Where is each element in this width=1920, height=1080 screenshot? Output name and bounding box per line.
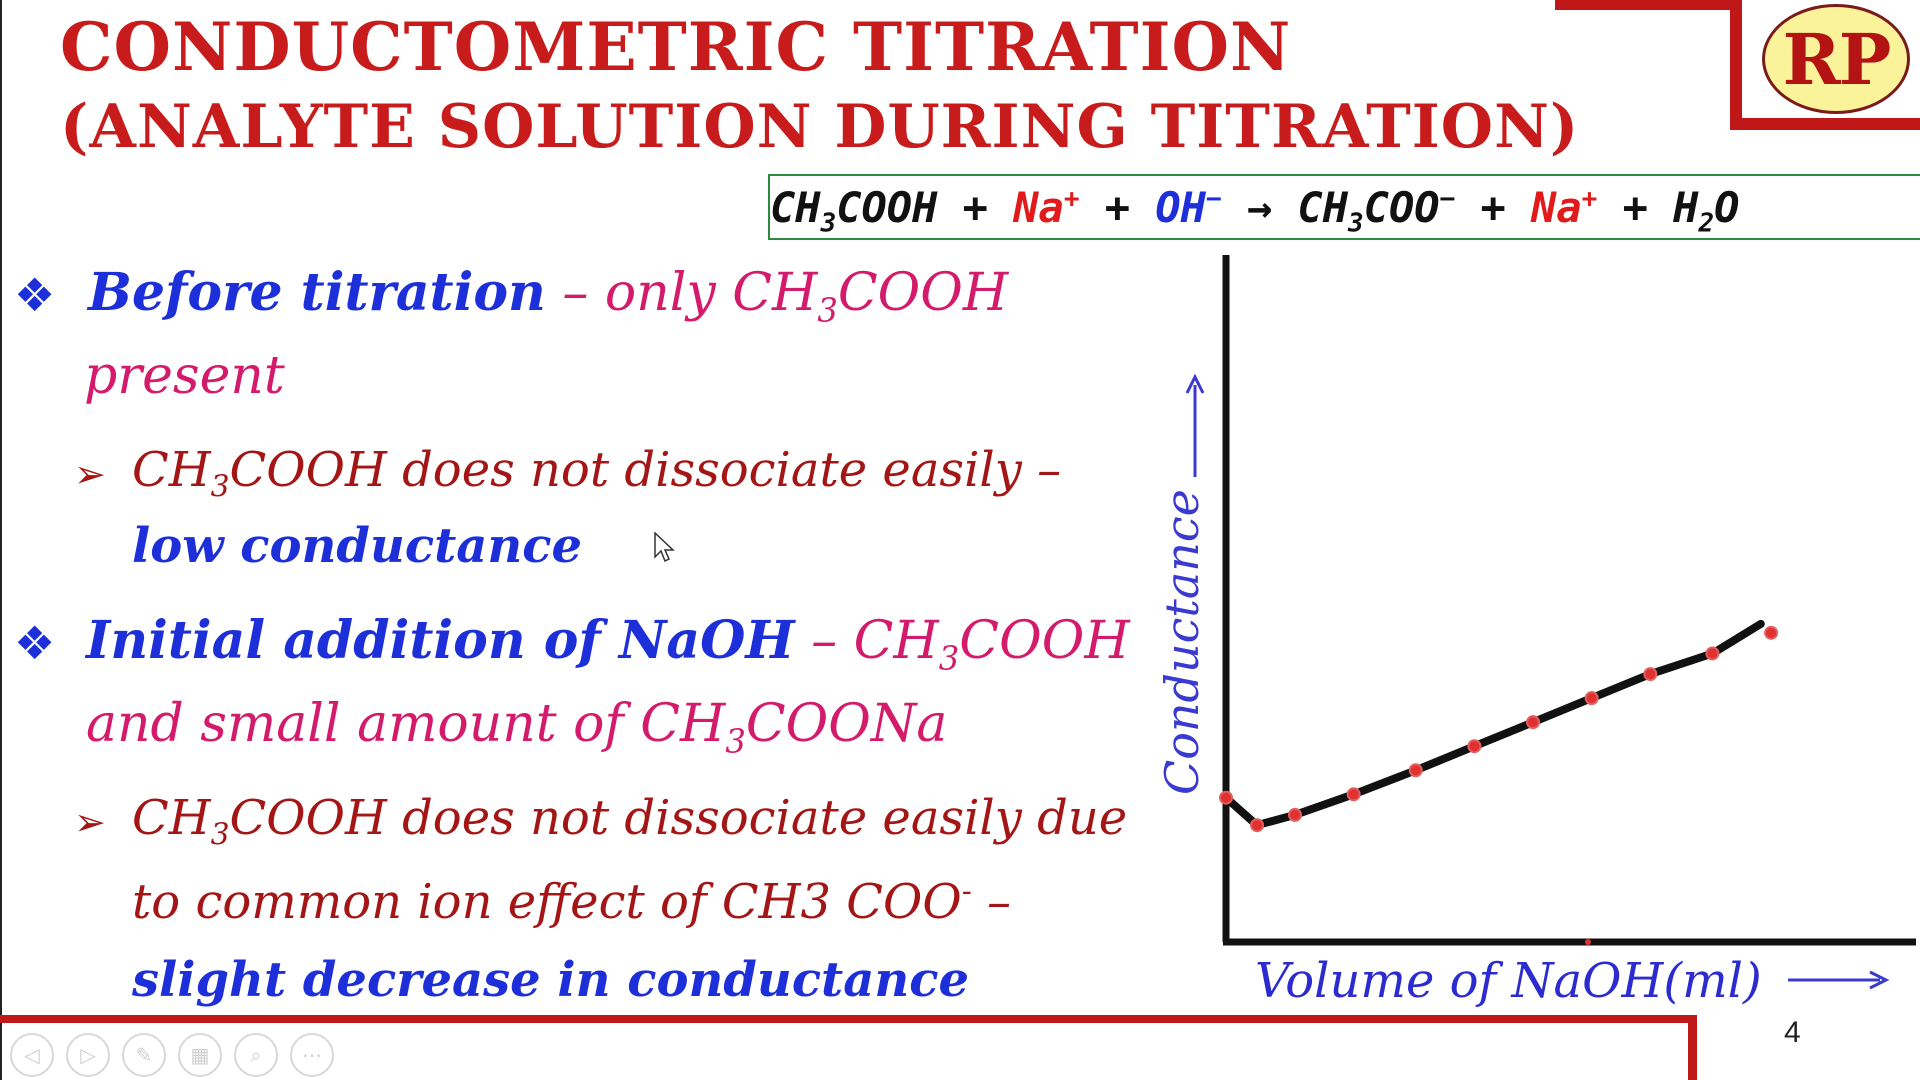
rp-logo: RP <box>1762 4 1910 114</box>
data-point <box>1408 763 1423 778</box>
sub-bullet-1-line-1: CH3COOH does not dissociate easily – <box>132 442 1062 505</box>
slide-subtitle: (ANALYTE SOLUTION DURING TITRATION) <box>60 92 1580 162</box>
slide-left-border <box>0 0 2 1080</box>
sub-bullet-2-line-2: to common ion effect of CH3 COO- – <box>132 874 1012 930</box>
frame-vertical-line <box>1730 0 1742 128</box>
pen-icon[interactable]: ✎ <box>122 1033 166 1077</box>
sub-bullet-arrow-icon: ➢ <box>74 800 106 844</box>
data-point <box>1467 739 1482 754</box>
more-options-icon[interactable]: ⋯ <box>290 1033 334 1077</box>
equation-box <box>768 174 1920 240</box>
sub-bullet-2-line-3: slight decrease in conductance <box>132 952 969 1008</box>
x-axis-tick-mark <box>1585 939 1591 945</box>
conductance-chart: Conductance Volume of NaOH(ml) <box>1155 255 1916 1009</box>
page-number: 4 <box>1784 1016 1801 1049</box>
previous-slide-icon[interactable]: ◁ <box>10 1033 54 1077</box>
x-axis-label: Volume of NaOH(ml) <box>1255 953 1762 1009</box>
bullet-2-line-1: Initial addition of NaOH – CH3COOH <box>86 610 1130 678</box>
bullet-2-line-2: and small amount of CH3COONa <box>86 694 948 761</box>
frame-bottom-line <box>1730 118 1920 130</box>
data-point <box>1288 807 1302 822</box>
data-point <box>1643 667 1658 682</box>
bullet-1-line-1: Before titration – only CH3COOH <box>88 262 1009 330</box>
bullet-diamond-icon: ❖ <box>14 268 56 322</box>
rp-logo-text: RP <box>1782 17 1892 101</box>
data-point <box>1526 715 1541 730</box>
mouse-cursor-icon <box>654 532 675 563</box>
data-point <box>1764 625 1779 640</box>
x-axis-arrowhead-icon <box>1869 970 1890 990</box>
data-point <box>1584 691 1599 706</box>
series-line <box>1222 619 1765 830</box>
frame-top-line <box>1555 0 1740 10</box>
slide-title: CONDUCTOMETRIC TITRATION <box>60 8 1292 86</box>
data-point <box>1346 787 1361 802</box>
data-point <box>1705 646 1720 661</box>
y-axis-arrowhead-icon <box>1185 373 1205 394</box>
sub-bullet-1-line-2: low conductance <box>132 518 583 574</box>
data-point <box>1250 818 1265 833</box>
next-slide-icon[interactable]: ▷ <box>66 1033 110 1077</box>
bottom-frame-line <box>0 1015 1695 1023</box>
sub-bullet-arrow-icon: ➢ <box>74 452 106 496</box>
slideshow-toolbar: ◁ ▷ ✎ ▦ ⌕ ⋯ <box>10 1033 334 1077</box>
bullet-diamond-icon: ❖ <box>14 616 56 670</box>
y-axis-label: Conductance <box>1155 489 1209 795</box>
see-all-slides-icon[interactable]: ▦ <box>178 1033 222 1077</box>
zoom-icon[interactable]: ⌕ <box>234 1033 278 1077</box>
reaction-equation: CH3COOH + Na+ + OH− → CH3COO− + Na+ + H2… <box>770 183 1740 239</box>
data-point <box>1219 790 1233 805</box>
sub-bullet-2-line-1: CH3COOH does not dissociate easily due <box>132 790 1128 853</box>
bottom-frame-vertical <box>1688 1015 1697 1080</box>
bullet-1-line-2: present <box>84 346 285 406</box>
